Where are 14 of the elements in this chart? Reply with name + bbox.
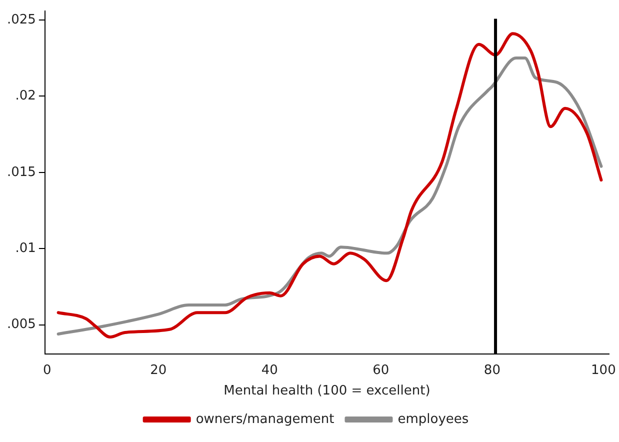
y-tick-label: .02: [15, 88, 36, 104]
y-tick-label: .025: [6, 12, 36, 28]
x-tick-label: 60: [372, 362, 390, 378]
x-axis-title: Mental health (100 = excellent): [224, 384, 430, 399]
x-tick-label: 20: [150, 362, 167, 378]
y-tick-label: .005: [6, 317, 36, 332]
x-tick-label: 100: [591, 362, 616, 378]
x-tick-label: 0: [43, 362, 52, 378]
legend-label: owners/management: [196, 412, 334, 427]
legend-label: employees: [398, 412, 469, 427]
y-tick-label: .01: [15, 240, 36, 256]
x-tick-label: 80: [484, 362, 500, 378]
x-tick-label: 40: [261, 362, 278, 378]
y-tick-label: .015: [6, 164, 36, 180]
